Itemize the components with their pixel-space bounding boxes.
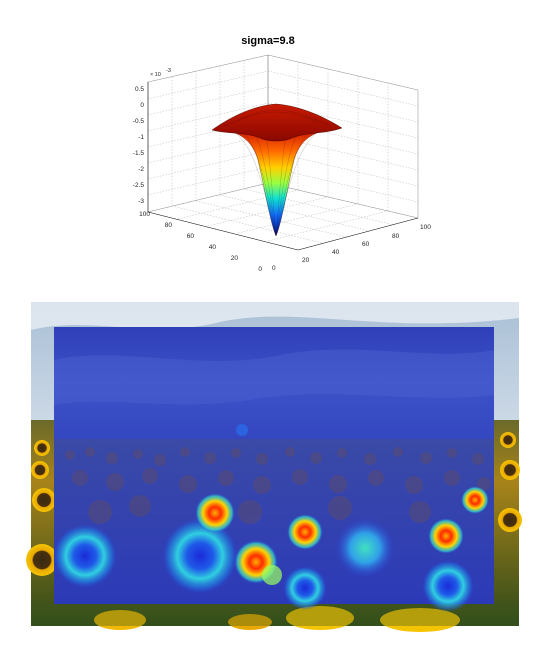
- exponent-power: -3: [166, 68, 171, 74]
- x-tick: 60: [362, 241, 370, 248]
- z-tick: -3: [138, 198, 144, 205]
- exponent-label: × 10: [150, 72, 161, 78]
- z-tick: -2.5: [133, 182, 145, 189]
- surface-mesh: [211, 103, 343, 237]
- x-tick: 80: [392, 233, 400, 240]
- plot-axes: [147, 82, 419, 251]
- x-tick: 20: [302, 257, 310, 264]
- heatmap-overlay: [53, 327, 494, 612]
- plot-title: sigma=9.8: [241, 35, 295, 47]
- z-tick: -1: [138, 134, 144, 141]
- y-axis: 100 80 60 40 20 0: [139, 211, 262, 273]
- z-tick: 0.5: [135, 86, 144, 93]
- x-tick: 100: [420, 224, 431, 231]
- y-tick: 0: [258, 266, 262, 273]
- y-tick: 100: [139, 211, 150, 218]
- z-tick: -2: [138, 166, 144, 173]
- z-tick: -1.5: [133, 150, 145, 157]
- z-tick: -0.5: [133, 118, 145, 125]
- y-tick: 80: [165, 222, 173, 229]
- z-tick: 0: [140, 102, 144, 109]
- y-tick: 40: [209, 244, 217, 251]
- y-tick: 60: [187, 233, 195, 240]
- x-axis: 0 20 40 60 80 100: [272, 224, 431, 272]
- x-tick: 0: [272, 265, 276, 272]
- x-tick: 40: [332, 249, 340, 256]
- surface-plot: sigma=9.8: [133, 35, 431, 273]
- y-tick: 20: [231, 255, 239, 262]
- z-axis: × 10 -3 0.5 0 -0.5 -1 -1.5 -2 -2.5 -3: [133, 68, 171, 205]
